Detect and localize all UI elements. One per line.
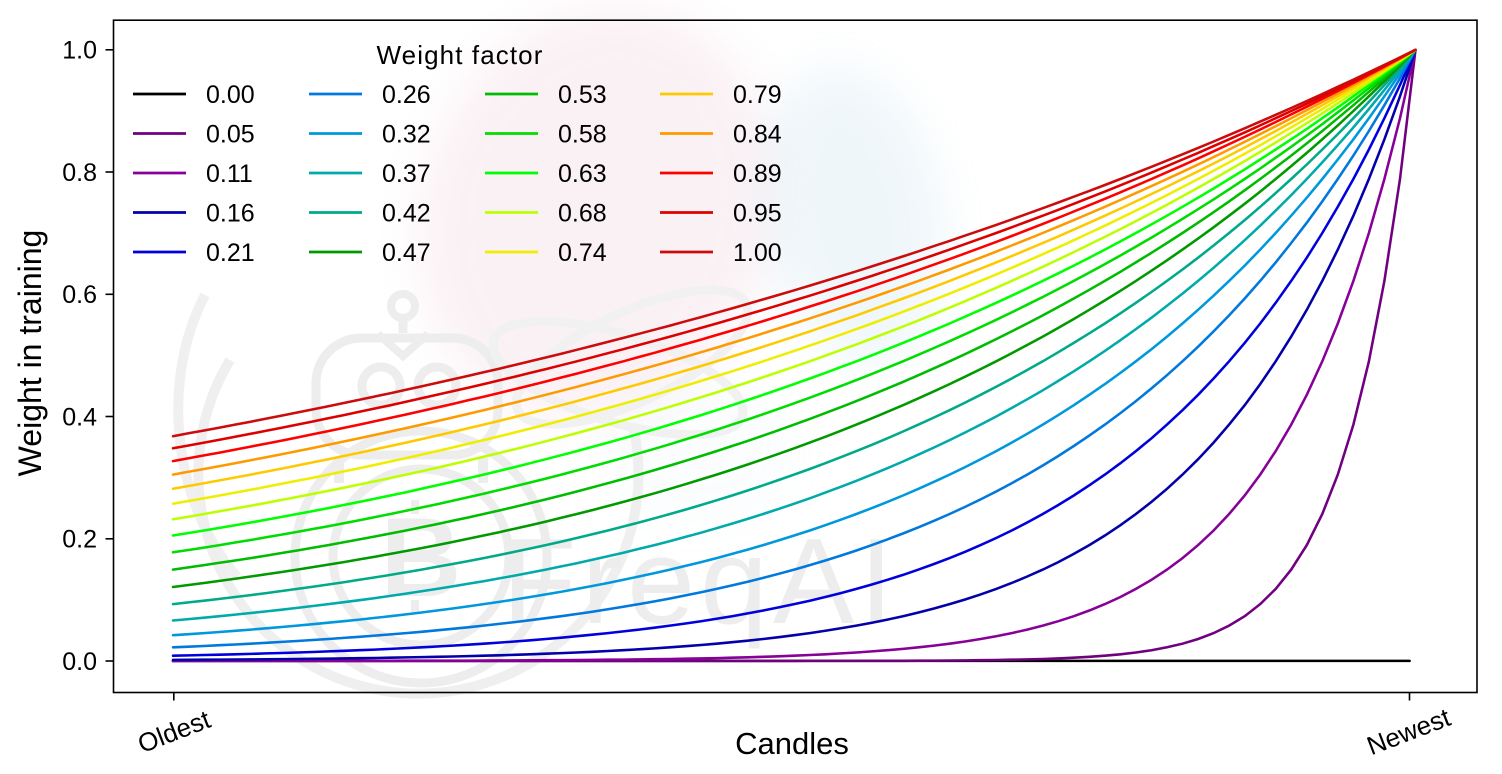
svg-text:0.00: 0.00 (206, 81, 255, 109)
svg-text:0.42: 0.42 (382, 199, 431, 227)
svg-text:0.37: 0.37 (382, 160, 431, 188)
svg-text:0.47: 0.47 (382, 239, 431, 267)
svg-text:0.74: 0.74 (558, 239, 607, 267)
svg-text:Weight in training: Weight in training (12, 230, 48, 477)
svg-text:0.26: 0.26 (382, 81, 431, 109)
svg-text:1.00: 1.00 (733, 239, 782, 267)
svg-text:0.4: 0.4 (62, 403, 97, 431)
svg-text:0.2: 0.2 (62, 526, 97, 554)
svg-text:0.95: 0.95 (733, 199, 782, 227)
svg-text:1.0: 1.0 (62, 37, 97, 65)
svg-text:0.84: 0.84 (733, 120, 782, 148)
svg-text:0.53: 0.53 (558, 81, 607, 109)
svg-text:0.0: 0.0 (62, 648, 97, 676)
svg-text:0.6: 0.6 (62, 281, 97, 309)
svg-text:0.16: 0.16 (206, 199, 255, 227)
svg-text:B: B (381, 495, 462, 620)
svg-text:0.89: 0.89 (733, 160, 782, 188)
svg-text:0.79: 0.79 (733, 81, 782, 109)
svg-text:FreqAI: FreqAI (502, 513, 898, 649)
svg-text:Candles: Candles (735, 726, 849, 761)
svg-text:0.8: 0.8 (62, 159, 97, 187)
svg-text:Weight factor: Weight factor (377, 40, 544, 70)
svg-text:0.05: 0.05 (206, 120, 255, 148)
svg-text:0.21: 0.21 (206, 239, 255, 267)
svg-text:0.11: 0.11 (206, 160, 253, 188)
svg-text:0.58: 0.58 (558, 120, 607, 148)
svg-text:0.63: 0.63 (558, 160, 607, 188)
svg-text:0.32: 0.32 (382, 120, 431, 148)
svg-text:0.68: 0.68 (558, 199, 607, 227)
